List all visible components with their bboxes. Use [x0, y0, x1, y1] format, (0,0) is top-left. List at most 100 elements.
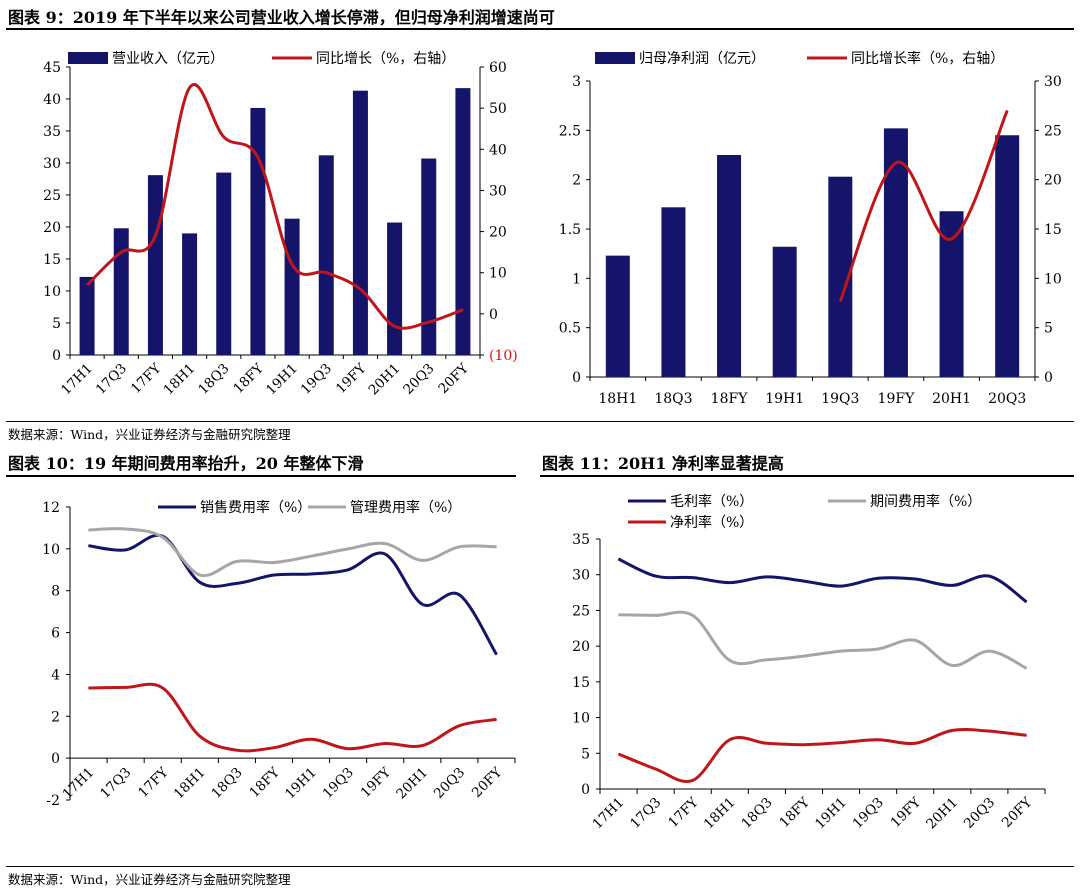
growth-point: [154, 235, 156, 237]
fig9-revenue-chart: 051015202530354045(10)010203040506017H11…: [43, 51, 518, 399]
category-label: 18H1: [701, 795, 739, 833]
left-axis-tick-label: 35: [43, 124, 61, 140]
legend-bar-swatch: [595, 52, 635, 64]
left-axis-tick-label: 2: [572, 173, 581, 189]
right-axis-tick-label: 50: [489, 101, 507, 117]
bar-19FY: [352, 90, 368, 356]
series-line-2: [618, 610, 1028, 670]
series-point-2: [1025, 667, 1027, 669]
y-axis-tick-label: 15: [572, 675, 590, 691]
category-label: 20Q3: [961, 795, 998, 832]
growth-point: [325, 272, 327, 274]
series-point-1: [951, 584, 953, 586]
left-axis-tick-label: 1.5: [559, 222, 581, 238]
legend-line-label: 同比增长率（%，右轴）: [851, 50, 1004, 67]
bottom-source-note: 数据来源：Wind，兴业证券经济与金融研究院整理: [8, 872, 291, 887]
series-point-1: [273, 574, 275, 576]
category-label: 17H1: [60, 765, 98, 803]
series-point-2: [384, 543, 386, 545]
bar-20Q3: [995, 135, 1020, 377]
right-axis-tick-label: 15: [1044, 222, 1062, 238]
series-point-3: [877, 739, 879, 741]
bar-18Q3: [661, 207, 686, 377]
right-axis-tick-label: 25: [1044, 123, 1062, 139]
growth-point: [462, 309, 464, 311]
growth-point: [428, 321, 430, 323]
category-label: 19Q3: [821, 391, 859, 407]
y-axis-tick-label: 0: [51, 751, 60, 767]
series-point-2: [495, 546, 497, 548]
right-axis-tick-label: 30: [1044, 74, 1062, 90]
series-point-3: [125, 686, 127, 688]
series-point-1: [125, 549, 127, 551]
series-point-2: [421, 559, 423, 561]
legend-label-2: 管理费用率（%）: [350, 499, 461, 516]
series-point-1: [495, 654, 497, 656]
category-label: 18H1: [171, 765, 209, 803]
series-point-2: [766, 659, 768, 661]
growth-line: [838, 110, 1009, 302]
category-label: 17FY: [128, 360, 165, 397]
category-label: 18Q3: [738, 795, 775, 832]
series-point-2: [692, 614, 694, 616]
series-point-3: [199, 735, 201, 737]
series-point-1: [88, 545, 90, 547]
y-axis-tick-label: 10: [572, 711, 590, 727]
series-point-3: [495, 718, 497, 720]
series-line-3: [617, 728, 1027, 783]
category-label: 18Q3: [208, 765, 245, 802]
right-axis-tick-label: 0: [489, 307, 498, 323]
series-point-2: [162, 536, 164, 538]
right-axis-tick-label: 20: [489, 225, 507, 241]
series-point-2: [125, 528, 127, 530]
series-point-2: [273, 561, 275, 563]
series-point-3: [914, 742, 916, 744]
y-axis-tick-label: 8: [51, 584, 60, 600]
category-label: 17Q3: [627, 795, 664, 832]
category-label: 18FY: [776, 794, 813, 831]
series-point-3: [655, 768, 657, 770]
category-label: 19H1: [282, 765, 320, 803]
bar-20Q3: [421, 158, 437, 355]
series-point-1: [421, 603, 423, 605]
category-label: 19Q3: [298, 361, 335, 398]
series-point-3: [803, 744, 805, 746]
series-point-1: [1025, 601, 1027, 603]
left-axis-tick-label: 10: [43, 284, 61, 300]
series-line-1: [88, 533, 498, 656]
growth-line: [86, 83, 464, 330]
series-point-1: [618, 558, 620, 560]
series-point-3: [384, 742, 386, 744]
bar-19H1: [772, 246, 797, 377]
growth-point: [951, 238, 953, 240]
bar-18FY: [717, 155, 742, 377]
series-point-3: [88, 687, 90, 689]
growth-point: [291, 263, 293, 265]
series-point-1: [729, 582, 731, 584]
top-source-rule: [6, 421, 1074, 422]
category-label: 20FY: [435, 360, 472, 397]
series-point-2: [236, 560, 238, 562]
series-point-2: [655, 614, 657, 616]
left-axis-tick-label: 3: [572, 74, 581, 90]
legend-label-1: 毛利率（%）: [670, 493, 753, 510]
series-point-2: [458, 546, 460, 548]
category-label: 17Q3: [93, 361, 130, 398]
series-point-1: [655, 575, 657, 577]
category-label: 18H1: [161, 361, 199, 399]
fig11-title: 图表 11：20H1 净利率显著提高: [542, 454, 784, 473]
series-point-1: [877, 577, 879, 579]
series-point-3: [347, 748, 349, 750]
category-label: 20H1: [366, 361, 404, 399]
category-label: 20H1: [932, 391, 971, 407]
left-axis-tick-label: 40: [43, 92, 61, 108]
category-label: 17FY: [665, 794, 702, 831]
right-axis-tick-label: 20: [1044, 173, 1062, 189]
right-axis-tick-label: 5: [1044, 321, 1053, 337]
series-point-2: [951, 664, 953, 666]
series-point-1: [458, 594, 460, 596]
bar-19H1: [284, 218, 300, 355]
legend-label-2: 期间费用率（%）: [870, 493, 981, 510]
